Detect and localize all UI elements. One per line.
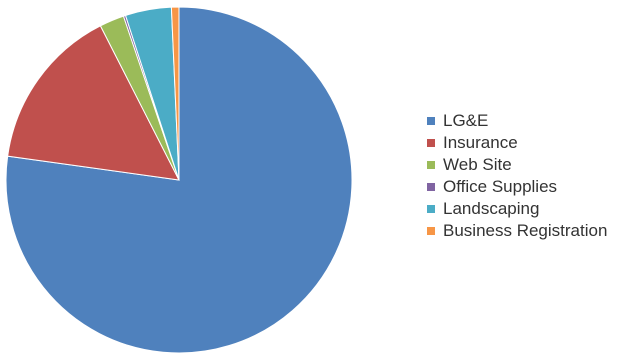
legend-swatch	[427, 117, 435, 125]
legend-label: Landscaping	[443, 199, 540, 218]
pie-slice-1	[7, 25, 180, 181]
legend-item-2: Web Site	[427, 154, 607, 176]
legend-swatch	[427, 139, 435, 147]
legend-item-3: Office Supplies	[427, 176, 607, 198]
legend-label: Business Registration	[443, 221, 608, 240]
legend-label: Office Supplies	[443, 177, 558, 196]
legend-label: Web Site	[443, 155, 512, 174]
legend-item-4: Landscaping	[427, 198, 607, 220]
legend-item-5: Business Registration	[427, 220, 607, 242]
legend-label: LG&E	[443, 111, 489, 130]
legend-item-0: LG&E	[427, 110, 607, 132]
legend-item-1: Insurance	[427, 132, 607, 154]
chart-legend: LG&E Insurance Web Site Office Supplies Land…	[427, 110, 607, 242]
legend-swatch	[427, 227, 435, 235]
legend-swatch	[427, 205, 435, 213]
pie-slice-5	[170, 6, 180, 181]
legend-label: Insurance	[443, 133, 518, 152]
legend-swatch	[427, 161, 435, 169]
legend-swatch	[427, 183, 435, 191]
